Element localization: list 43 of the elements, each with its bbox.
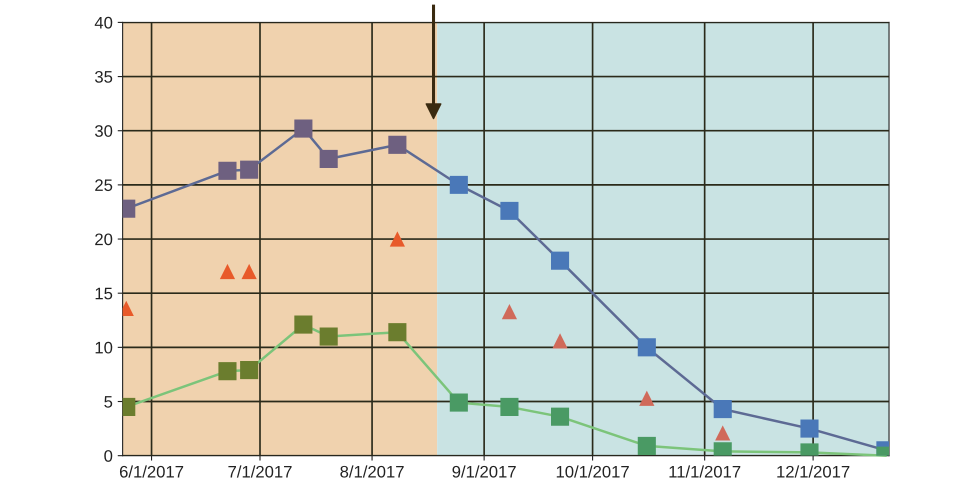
x-tick-label: 11/1/2017 [669,465,740,478]
point [242,264,257,280]
point [320,327,338,346]
y-tick-label: 25 [95,179,112,192]
x-tick-label: 12/1/2017 [777,465,850,478]
x-tick-label: 10/1/2017 [556,465,629,478]
point [240,361,258,380]
point [450,394,468,412]
y-tick-label: 20 [95,233,112,246]
point [639,390,654,406]
point [800,420,819,438]
y-tick-label: 30 [95,125,112,137]
point [500,398,518,416]
point [388,323,406,342]
point [715,425,730,441]
y-tick-label: 5 [104,396,112,408]
point [638,338,656,356]
point [450,176,468,194]
y-tick-label: 15 [96,288,112,300]
point [638,436,656,455]
point [240,160,258,179]
y-tick-label: 0 [104,450,112,462]
y-tick-label: 10 [96,342,112,354]
point [550,408,570,426]
y-tick-label: 35 [95,70,112,83]
point [294,316,312,334]
x-tick-label: 7/1/2017 [228,465,292,478]
point [220,264,236,280]
point [294,120,312,138]
point [218,362,237,380]
point [714,400,732,418]
point [390,231,405,247]
point [320,150,338,168]
point [500,202,518,220]
point [218,162,237,180]
x-tick-label: 8/1/2017 [340,465,404,478]
point [502,304,518,320]
point [388,136,406,154]
x-tick-label: 6/1/2017 [120,465,184,478]
y-tick-label: 40 [94,16,112,29]
point [552,333,568,348]
x-tick-label: 9/1/2017 [452,465,516,478]
point [550,252,570,270]
